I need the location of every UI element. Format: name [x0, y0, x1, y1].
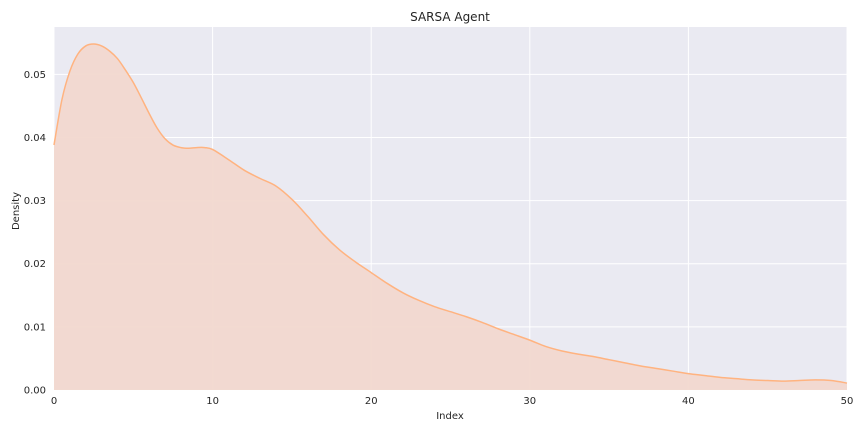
x-tick-label: 20	[365, 396, 378, 407]
density-area-fill	[54, 44, 847, 391]
density-line	[53, 43, 848, 384]
y-axis-label: Density	[11, 192, 22, 230]
y-tick-label: 0.02	[24, 259, 46, 270]
y-tick-label: 0.04	[24, 133, 46, 144]
x-tick-label: 0	[51, 396, 57, 407]
chart-title: SARSA Agent	[410, 10, 490, 24]
x-tick-label: 40	[682, 396, 695, 407]
y-tick-label: 0.03	[24, 196, 46, 207]
x-axis-label: Index	[436, 411, 464, 422]
y-tick-label: 0.00	[24, 386, 46, 397]
y-tick-label: 0.01	[24, 322, 46, 333]
x-tick-label: 50	[841, 396, 854, 407]
x-tick-label: 30	[523, 396, 536, 407]
y-tick-labels: 0.00 0.01 0.02 0.03 0.04 0.05	[24, 70, 46, 397]
x-tick-label: 10	[206, 396, 219, 407]
x-tick-labels: 0 10 20 30 40 50	[51, 396, 854, 407]
y-tick-label: 0.05	[24, 70, 46, 81]
